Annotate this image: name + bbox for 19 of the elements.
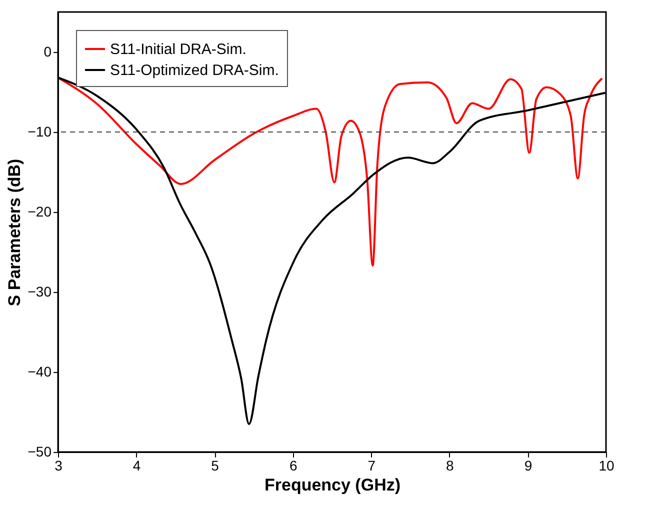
- x-tick-label: 7: [368, 458, 376, 474]
- y-tick-label: −30: [28, 284, 52, 300]
- y-tick-label: −50: [28, 444, 52, 460]
- x-axis-title: Frequency (GHz): [264, 476, 401, 494]
- y-axis-title: S Parameters (dB): [4, 158, 24, 306]
- x-tick-label: 4: [132, 458, 141, 474]
- x-tick-label: 5: [211, 458, 220, 474]
- legend-label: S11-Initial DRA-Sim.: [110, 41, 246, 58]
- legend-label: S11-Optimized DRA-Sim.: [110, 62, 279, 79]
- x-tick-label: 3: [54, 458, 63, 474]
- y-tick-label: 0: [44, 44, 52, 60]
- y-tick-label: −40: [28, 364, 52, 380]
- x-tick-label: 6: [289, 458, 298, 474]
- y-tick-label: −20: [28, 204, 52, 220]
- x-tick-label: 9: [524, 458, 532, 474]
- x-tick-label: 8: [446, 458, 454, 474]
- y-tick-label: −10: [28, 124, 52, 140]
- line-series: [57, 76, 604, 267]
- x-tick-label: 10: [598, 458, 614, 474]
